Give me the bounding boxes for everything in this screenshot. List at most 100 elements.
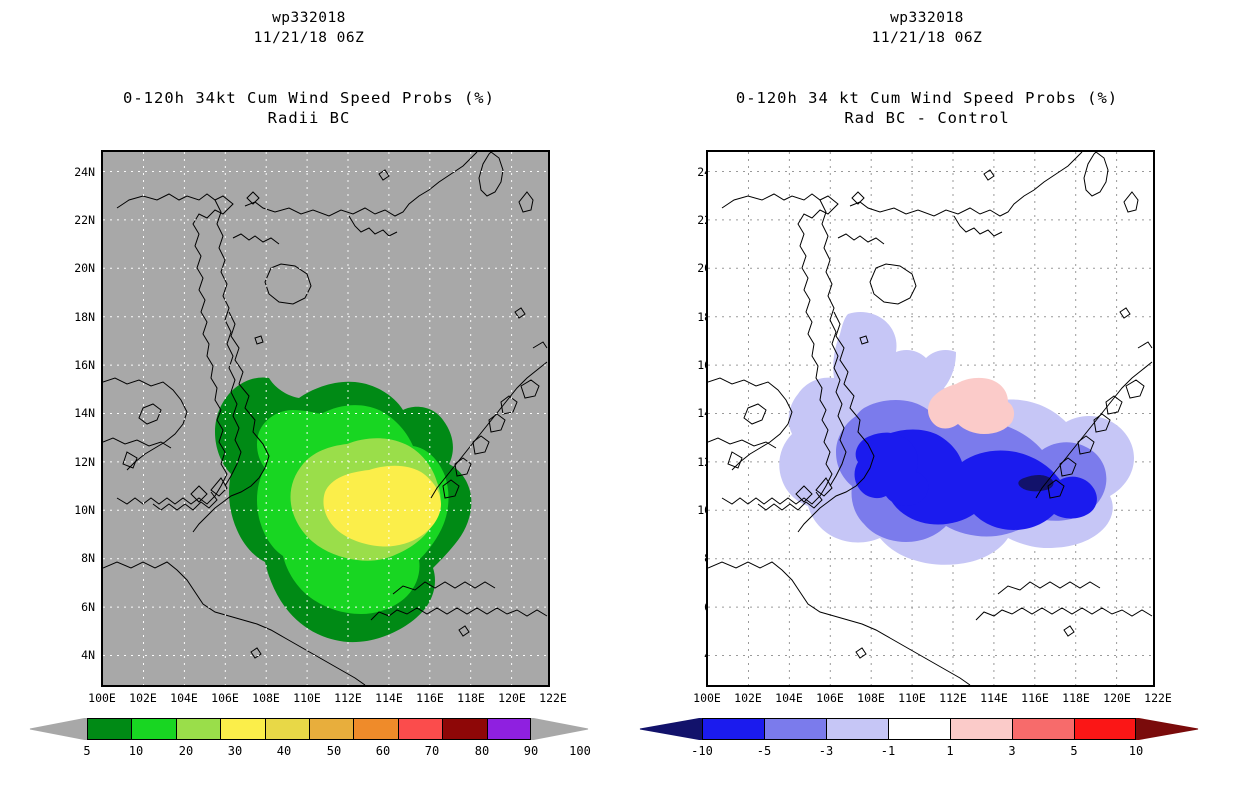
- left-xtick-102E: 102E: [129, 691, 157, 705]
- cbar-cell-70-80: [397, 718, 443, 740]
- cbar-cell-80-90: [442, 718, 487, 740]
- right-xtick-106E: 106E: [816, 691, 844, 705]
- anomaly-m10: [1018, 475, 1054, 492]
- cbar-cell-10-20: [131, 718, 176, 740]
- colorbar-over-arrow: [530, 718, 589, 740]
- left-xtick-112E: 112E: [334, 691, 362, 705]
- left-xtick-108E: 108E: [252, 691, 280, 705]
- right-chart-title-block: 0-120h 34 kt Cum Wind Speed Probs (%) Ra…: [618, 88, 1236, 128]
- right-cbar-label-1: 1: [946, 744, 954, 758]
- panel-rad-bc-control: wp332018 11/21/18 06Z 0-120h 34 kt Cum W…: [618, 0, 1236, 800]
- left-xtick-120E: 120E: [498, 691, 526, 705]
- right-xtick-102E: 102E: [734, 691, 762, 705]
- colorbar-under-arrow-neg: [639, 718, 703, 740]
- left-colorbar-arrows: [29, 718, 589, 740]
- right-chart-subtitle: Rad BC - Control: [844, 109, 1010, 127]
- left-storm-id: wp332018: [272, 10, 346, 26]
- left-xtick-122E: 122E: [539, 691, 567, 705]
- left-cbar-label-10: 10: [128, 744, 144, 758]
- right-xtick-116E: 116E: [1021, 691, 1049, 705]
- cbar-cell-90-100: [486, 718, 531, 740]
- left-title-block: wp332018 11/21/18 06Z: [0, 8, 618, 48]
- right-xtick-114E: 114E: [980, 691, 1008, 705]
- left-cbar-label-40: 40: [276, 744, 292, 758]
- left-ytick-10N: 10N: [74, 503, 95, 517]
- right-cbar-label-neg5: -5: [756, 744, 772, 758]
- right-plot-frame: [706, 150, 1155, 687]
- cbar-cell-50-60: [308, 718, 354, 740]
- cbar-cell-20-30: [175, 718, 221, 740]
- right-datetime: 11/21/18 06Z: [871, 30, 983, 46]
- left-ytick-22N: 22N: [74, 213, 95, 227]
- panel-radii-bc: wp332018 11/21/18 06Z 0-120h 34kt Cum Wi…: [0, 8, 618, 758]
- cbar-cell-3-5: [1012, 718, 1074, 740]
- right-cbar-label-neg1: -1: [880, 744, 896, 758]
- left-colorbar-cells: [87, 718, 531, 740]
- coastline-layer: [103, 152, 548, 685]
- left-chart-subtitle: Radii BC: [267, 109, 351, 127]
- right-title-block: wp332018 11/21/18 06Z: [618, 8, 1236, 48]
- left-ytick-6N: 6N: [81, 600, 95, 614]
- right-cbar-label-neg10: -10: [691, 744, 713, 758]
- left-map-canvas: [103, 152, 548, 685]
- left-ytick-8N: 8N: [81, 551, 95, 565]
- right-xtick-100E: 100E: [693, 691, 721, 705]
- cbar-cell-neg3-neg1: [826, 718, 888, 740]
- left-xtick-100E: 100E: [88, 691, 116, 705]
- cbar-cell-neg5-neg3: [764, 718, 826, 740]
- left-xtick-110E: 110E: [293, 691, 321, 705]
- left-cbar-label-5: 5: [83, 744, 91, 758]
- left-xtick-114E: 114E: [375, 691, 403, 705]
- contour-30pct: [323, 465, 441, 547]
- cbar-cell-30-40: [220, 718, 265, 740]
- left-plot-frame: [101, 150, 550, 687]
- cbar-cell-1-3: [950, 718, 1012, 740]
- anomaly-m5: [881, 429, 1097, 530]
- left-cbar-label-100: 100: [569, 744, 591, 758]
- left-chart-title-block: 0-120h 34kt Cum Wind Speed Probs (%) Rad…: [0, 88, 618, 128]
- left-xtick-118E: 118E: [457, 691, 485, 705]
- left-cbar-label-50: 50: [326, 744, 342, 758]
- anomaly-m5-west-lobe: [854, 432, 929, 506]
- right-xtick-108E: 108E: [857, 691, 885, 705]
- right-xtick-118E: 118E: [1062, 691, 1090, 705]
- right-cbar-label-3: 3: [1008, 744, 1016, 758]
- colorbar-under-arrow: [29, 718, 88, 740]
- left-ytick-14N: 14N: [74, 406, 95, 420]
- anomaly-p1: [928, 377, 1015, 434]
- cbar-cell-5-10: [1074, 718, 1136, 740]
- left-ytick-18N: 18N: [74, 310, 95, 324]
- right-chart-title: 0-120h 34 kt Cum Wind Speed Probs (%): [735, 89, 1119, 107]
- left-cbar-label-20: 20: [178, 744, 194, 758]
- right-xtick-110E: 110E: [898, 691, 926, 705]
- left-xtick-116E: 116E: [416, 691, 444, 705]
- right-coastline-layer: [708, 152, 1153, 685]
- cbar-cell-60-70: [353, 718, 398, 740]
- left-cbar-label-70: 70: [424, 744, 440, 758]
- right-xtick-122E: 122E: [1144, 691, 1172, 705]
- left-cbar-label-90: 90: [523, 744, 539, 758]
- right-cbar-label-5: 5: [1070, 744, 1078, 758]
- left-datetime: 11/21/18 06Z: [253, 30, 365, 46]
- left-cbar-label-80: 80: [474, 744, 490, 758]
- left-gridlines: [103, 152, 548, 685]
- left-ytick-24N: 24N: [74, 165, 95, 179]
- left-ytick-20N: 20N: [74, 261, 95, 275]
- cbar-cell-5-10: [87, 718, 132, 740]
- left-ytick-12N: 12N: [74, 455, 95, 469]
- right-xtick-120E: 120E: [1103, 691, 1131, 705]
- left-ytick-4N: 4N: [81, 648, 95, 662]
- right-cbar-label-10: 10: [1128, 744, 1144, 758]
- right-xtick-112E: 112E: [939, 691, 967, 705]
- left-xtick-104E: 104E: [170, 691, 198, 705]
- right-storm-id: wp332018: [890, 10, 964, 26]
- right-map-canvas: [708, 152, 1153, 685]
- left-cbar-label-60: 60: [375, 744, 391, 758]
- right-colorbar-cells: [702, 718, 1136, 740]
- colorbar-over-arrow-pos: [1135, 718, 1199, 740]
- cbar-cell-neg1-1: [888, 718, 950, 740]
- left-ytick-16N: 16N: [74, 358, 95, 372]
- left-xtick-106E: 106E: [211, 691, 239, 705]
- left-chart-title: 0-120h 34kt Cum Wind Speed Probs (%): [123, 89, 495, 107]
- right-xtick-104E: 104E: [775, 691, 803, 705]
